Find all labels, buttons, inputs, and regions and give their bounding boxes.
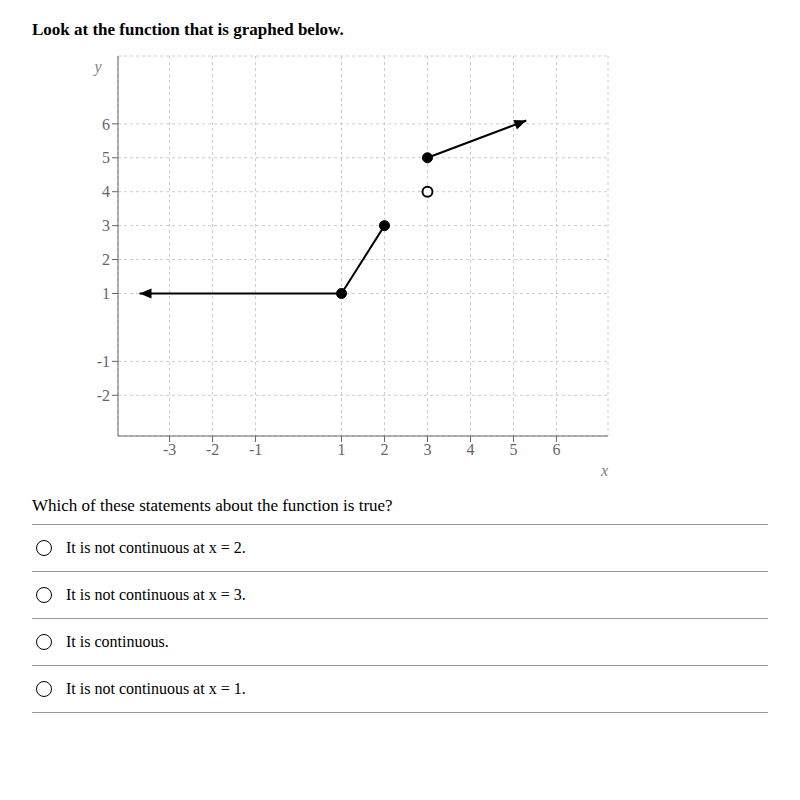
svg-text:4: 4 (466, 441, 474, 458)
svg-text:2: 2 (102, 251, 110, 268)
svg-text:-3: -3 (163, 441, 176, 458)
svg-text:3: 3 (102, 217, 110, 234)
html-text:It is not continuous at x = 3.: It is not continuous at x = 3. (66, 586, 246, 603)
svg-text:3: 3 (423, 441, 431, 458)
svg-text:x: x (600, 462, 608, 479)
svg-text:-2: -2 (206, 441, 219, 458)
html-text:It is not continuous at x = 1.: It is not continuous at x = 1. (66, 680, 246, 697)
svg-text:2: 2 (380, 441, 388, 458)
svg-text:-2: -2 (97, 387, 110, 404)
svg-text:6: 6 (102, 116, 110, 133)
svg-text:1: 1 (102, 285, 110, 302)
html-text:Look at the function that is g: Look at the function that is graphed bel… (32, 20, 344, 39)
svg-text:5: 5 (102, 149, 110, 166)
svg-text:1: 1 (338, 441, 346, 458)
html-text:It is continuous.: It is continuous. (66, 633, 169, 650)
svg-text:4: 4 (102, 183, 110, 200)
html-text:It is not continuous at x = 2.: It is not continuous at x = 2. (66, 539, 246, 556)
svg-text:6: 6 (552, 441, 560, 458)
svg-text:-1: -1 (249, 441, 262, 458)
svg-text:5: 5 (509, 441, 517, 458)
svg-text:-1: -1 (97, 353, 110, 370)
svg-text:y: y (92, 58, 102, 76)
html-text:Which of these statements abou: Which of these statements about the func… (32, 496, 393, 515)
